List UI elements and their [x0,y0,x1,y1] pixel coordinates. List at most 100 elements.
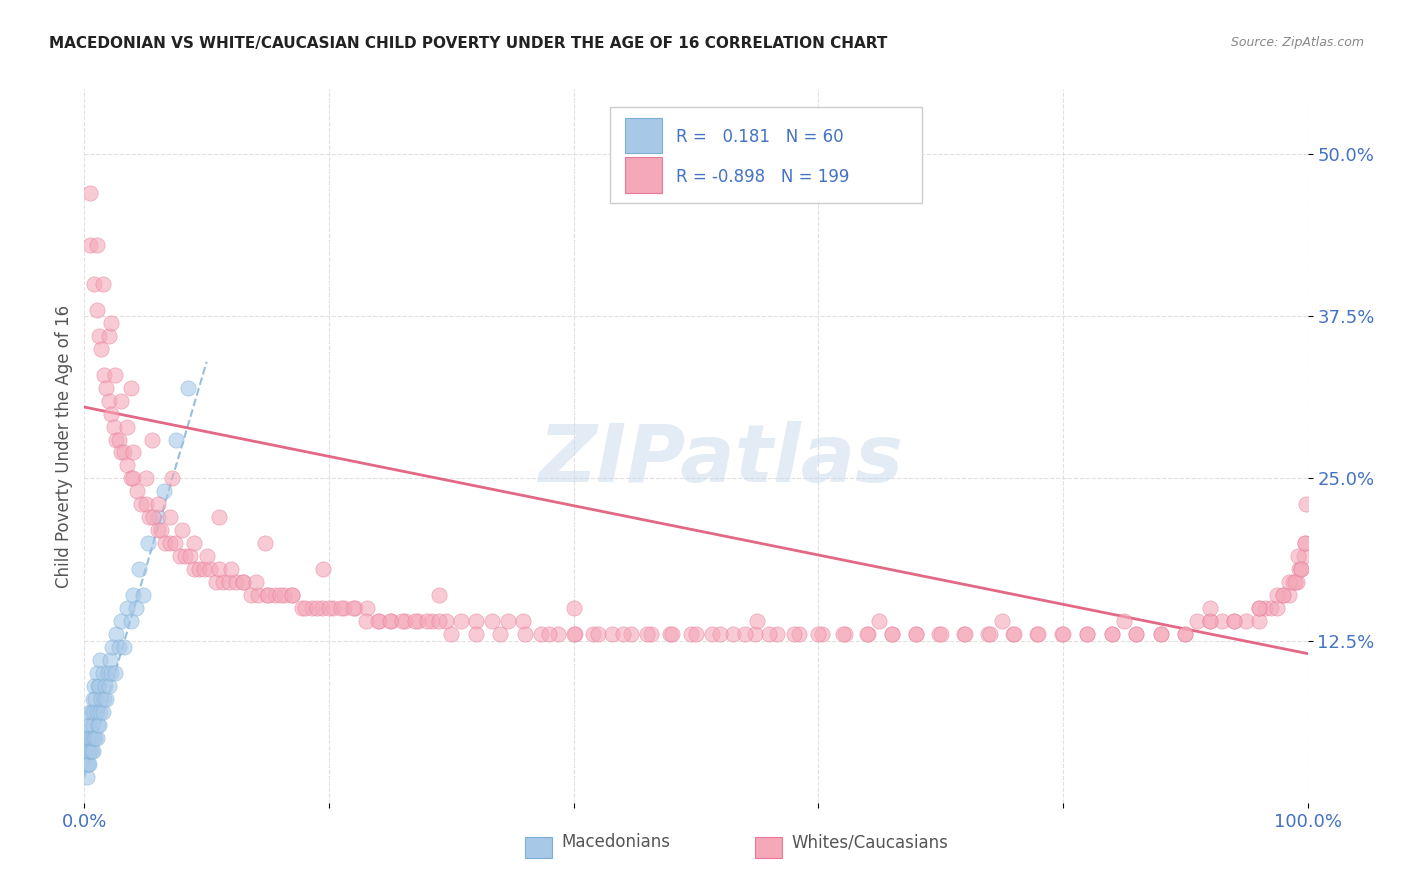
Point [96,381,118,395]
Point [97,393,120,408]
Point [1150,627,1173,641]
Point [391,614,413,628]
Point [427,614,450,628]
Point [1272,588,1295,602]
Point [787,627,810,641]
Point [1278,588,1301,602]
Point [115,601,138,615]
Text: R = -0.898   N = 199: R = -0.898 N = 199 [676,168,849,186]
Point [141,433,163,447]
Point [586,627,609,641]
Point [489,627,512,641]
Point [600,627,623,641]
Point [834,627,856,641]
Point [125,601,148,615]
Point [87,718,110,732]
Point [811,627,834,641]
Point [273,588,295,602]
Point [91,666,114,681]
Point [1026,627,1049,641]
Point [721,627,744,641]
Point [77,718,100,732]
Point [110,445,132,459]
Point [547,627,569,641]
Point [173,549,195,564]
Point [744,627,766,641]
Point [1174,627,1197,641]
Point [991,614,1014,628]
Text: R =   0.181   N = 60: R = 0.181 N = 60 [676,128,844,146]
Point [312,562,335,576]
Point [450,614,472,628]
Point [281,588,304,602]
Point [464,627,486,641]
Point [239,588,262,602]
Point [953,627,976,641]
Point [367,614,389,628]
Point [1254,601,1277,615]
Point [343,601,366,615]
Point [77,731,100,745]
Point [219,562,242,576]
Point [183,536,205,550]
FancyBboxPatch shape [524,837,551,858]
Point [1292,549,1315,564]
Point [177,381,200,395]
Point [105,433,128,447]
Point [128,562,150,576]
Point [953,627,976,641]
Point [1291,562,1313,576]
Point [98,653,121,667]
Point [281,588,304,602]
Point [97,328,120,343]
Point [87,679,110,693]
FancyBboxPatch shape [626,157,662,193]
Point [257,588,280,602]
Point [562,627,585,641]
Point [159,510,181,524]
Point [115,419,138,434]
Point [661,627,683,641]
Point [172,524,194,538]
Point [80,705,103,719]
Point [512,614,534,628]
Point [89,705,111,719]
Point [205,575,228,590]
Point [318,601,340,615]
Point [77,744,100,758]
Point [90,692,112,706]
Point [82,744,104,758]
Point [1076,627,1098,641]
Point [150,524,173,538]
Point [880,627,903,641]
Point [82,718,104,732]
Point [416,614,439,628]
Point [928,627,950,641]
Point [87,679,110,693]
Point [188,562,211,576]
Point [101,640,124,654]
Point [659,627,682,641]
Point [368,614,391,628]
Point [538,627,561,641]
Point [107,640,129,654]
Point [90,342,112,356]
Point [179,549,201,564]
Point [225,575,247,590]
Point [247,588,270,602]
Point [1265,601,1288,615]
Point [765,627,787,641]
Point [1272,588,1295,602]
Point [1174,627,1197,641]
Point [86,238,108,252]
Point [86,302,108,317]
Point [79,705,101,719]
Point [640,627,662,641]
Point [162,471,184,485]
Point [136,536,159,550]
Point [208,562,231,576]
Point [342,601,364,615]
Point [464,614,486,628]
Text: MACEDONIAN VS WHITE/CAUCASIAN CHILD POVERTY UNDER THE AGE OF 16 CORRELATION CHAR: MACEDONIAN VS WHITE/CAUCASIAN CHILD POVE… [49,36,887,51]
Point [1001,627,1024,641]
